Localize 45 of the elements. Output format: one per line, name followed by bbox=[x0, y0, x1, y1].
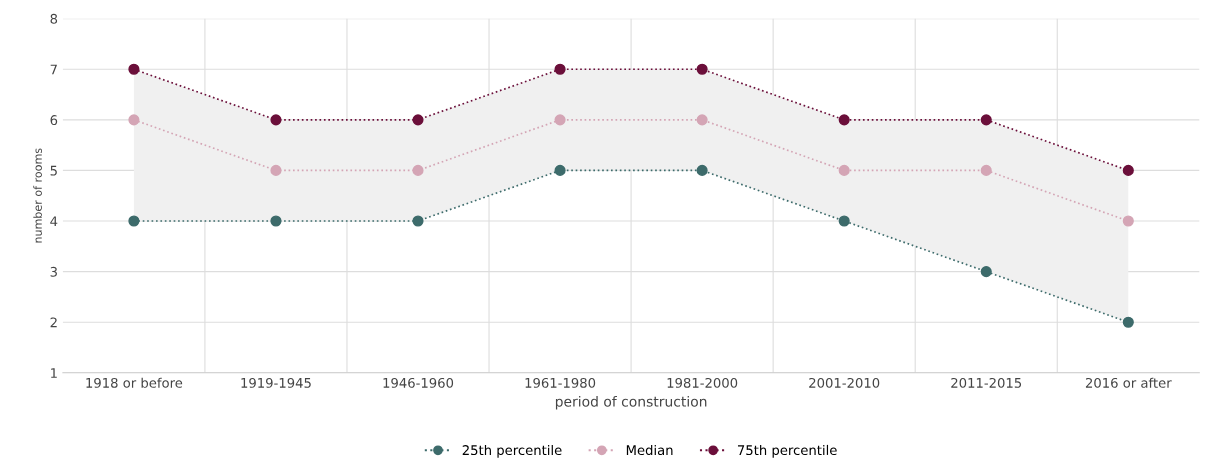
point bbox=[270, 164, 282, 176]
point bbox=[980, 164, 992, 176]
x-tick-label: 1981-2000 bbox=[667, 377, 738, 388]
y-tick-label: 5 bbox=[50, 165, 57, 176]
point bbox=[128, 215, 140, 227]
x-tick-label: 1919-1945 bbox=[241, 377, 311, 388]
y-tick-label: 4 bbox=[50, 216, 58, 227]
y-tick-label: 8 bbox=[50, 13, 58, 24]
point bbox=[1122, 215, 1134, 227]
point bbox=[980, 114, 992, 126]
point bbox=[270, 114, 282, 126]
point bbox=[128, 114, 140, 126]
y-tick-label: 2 bbox=[50, 317, 57, 328]
legend-label: Median bbox=[626, 444, 673, 456]
point bbox=[554, 114, 566, 126]
point bbox=[554, 63, 566, 75]
y-tick-label: 1 bbox=[51, 368, 57, 378]
x-tick-label: 2001-2010 bbox=[809, 377, 880, 388]
point bbox=[1122, 316, 1134, 328]
point bbox=[696, 63, 708, 75]
point bbox=[412, 215, 424, 227]
point bbox=[838, 215, 850, 227]
y-tick-label: 3 bbox=[50, 266, 57, 277]
point bbox=[696, 114, 708, 126]
x-tick-label: 2016 or after bbox=[1085, 377, 1172, 388]
legend-label: 75th percentile bbox=[737, 444, 837, 458]
point bbox=[412, 114, 424, 126]
point bbox=[838, 114, 850, 126]
point bbox=[838, 164, 850, 176]
x-tick-label: 2011-2015 bbox=[951, 377, 1022, 388]
x-tick-label: 1946-1960 bbox=[383, 377, 454, 388]
x-tick-label: 1918 or before bbox=[86, 377, 183, 388]
point bbox=[980, 266, 992, 278]
point bbox=[412, 164, 424, 176]
point bbox=[696, 164, 708, 176]
y-tick-label: 7 bbox=[50, 64, 57, 75]
point bbox=[554, 164, 566, 176]
x-tick-label: 1961-1980 bbox=[525, 377, 596, 388]
legend-label: 25th percentile bbox=[462, 444, 562, 458]
point bbox=[270, 215, 282, 227]
point bbox=[128, 63, 140, 75]
point bbox=[1122, 164, 1134, 176]
y-axis-title: number of rooms bbox=[33, 148, 42, 243]
x-axis-title: period of construction bbox=[555, 395, 707, 410]
y-tick-label: 6 bbox=[50, 115, 58, 126]
